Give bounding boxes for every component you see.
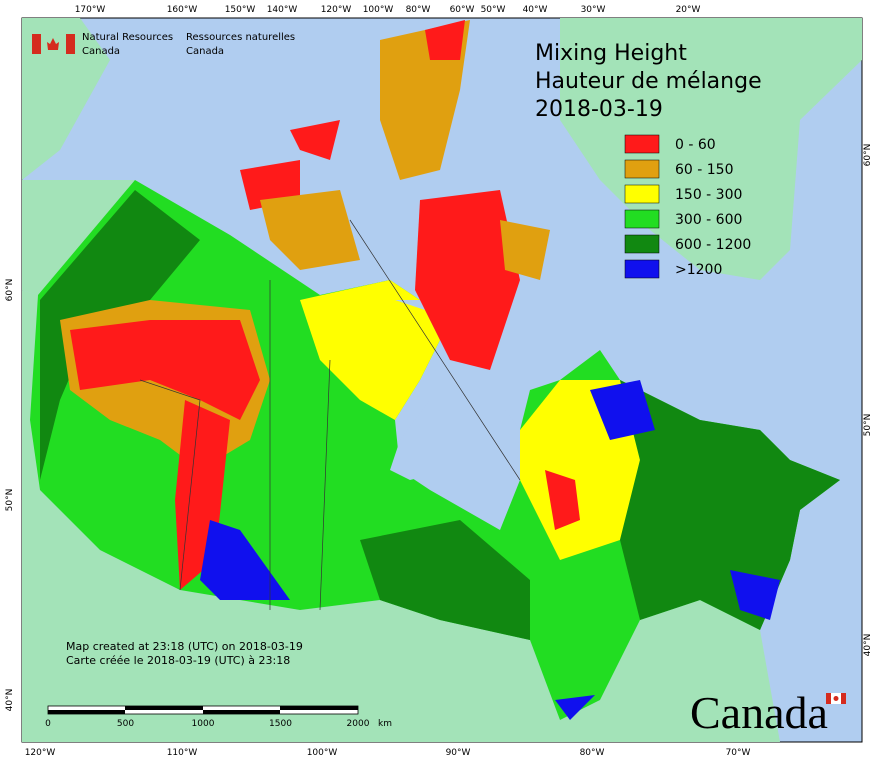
longitude-label: 140°W <box>267 5 298 15</box>
legend-label: 300 - 600 <box>675 212 742 228</box>
zone-blue-prairie <box>200 520 290 600</box>
legend-swatch <box>624 209 660 229</box>
legend-swatch <box>624 234 660 254</box>
zone-yellow-north <box>300 280 440 420</box>
arctic-island <box>260 190 360 270</box>
logo-text: Ressources naturelles <box>186 32 295 43</box>
legend-label: 600 - 1200 <box>675 237 751 253</box>
scale-bar-segment <box>125 706 203 710</box>
logo-text: Canada <box>82 46 120 57</box>
scale-unit: km <box>378 719 392 729</box>
logo-leaf <box>47 38 59 50</box>
legend-label: >1200 <box>675 262 722 278</box>
longitude-label: 170°W <box>75 5 106 15</box>
latitude-label: 40°N <box>5 689 15 712</box>
note: Carte créée le 2018-03-19 (UTC) à 23:18 <box>66 654 290 667</box>
arctic-island <box>290 120 340 160</box>
scale-label: 1500 <box>269 719 292 729</box>
arctic-island <box>500 220 550 280</box>
zone-blue-ontario <box>555 695 595 720</box>
longitude-label: 100°W <box>307 748 338 758</box>
logo-flag <box>66 34 75 54</box>
latitude-label: 50°N <box>863 414 873 437</box>
zone-blue-maritimes <box>730 570 780 620</box>
longitude-label: 160°W <box>167 5 198 15</box>
longitude-label: 80°W <box>406 5 431 15</box>
usa <box>22 290 780 742</box>
latitude-label: 50°N <box>5 489 15 512</box>
scale-label: 500 <box>117 719 134 729</box>
wordmark: Canada <box>690 687 828 738</box>
legend-swatch <box>624 134 660 154</box>
longitude-label: 120°W <box>25 748 56 758</box>
logo-text: Canada <box>186 46 224 57</box>
longitude-label: 20°W <box>676 5 701 15</box>
longitude-label: 90°W <box>446 748 471 758</box>
alaska <box>22 180 135 295</box>
arctic-island <box>425 20 465 60</box>
scale-label: 2000 <box>347 719 370 729</box>
longitude-label: 110°W <box>167 748 198 758</box>
hudson-bay <box>390 300 520 510</box>
latitude-label: 60°N <box>5 279 15 302</box>
longitude-label: 120°W <box>321 5 352 15</box>
scale-label: 0 <box>45 719 51 729</box>
title: Mixing Height <box>535 41 687 66</box>
legend-swatch <box>624 159 660 179</box>
legend-swatch <box>624 259 660 279</box>
longitude-label: 150°W <box>225 5 256 15</box>
logo-flag <box>32 34 41 54</box>
boundary <box>139 219 521 611</box>
siberia <box>22 18 110 180</box>
latitude-label: 40°N <box>863 634 873 657</box>
note: Map created at 23:18 (UTC) on 2018-03-19 <box>66 640 303 653</box>
longitude-label: 30°W <box>581 5 606 15</box>
zone-dark-labrador <box>620 380 840 630</box>
scale-label: 1000 <box>192 719 215 729</box>
scale-bar-segment <box>280 706 358 710</box>
legend-label: 60 - 150 <box>675 162 734 178</box>
longitude-label: 40°W <box>523 5 548 15</box>
zone-red <box>70 320 260 420</box>
zone-red-quebec <box>545 470 580 530</box>
baffin-island <box>415 190 520 370</box>
longitude-label: 80°W <box>580 748 605 758</box>
longitude-label: 60°W <box>450 5 475 15</box>
logo-text: Natural Resources <box>82 32 173 43</box>
title-date: 2018-03-19 <box>535 97 663 122</box>
wordmark-leaf <box>833 696 839 701</box>
title: Hauteur de mélange <box>535 69 762 94</box>
zone-dark-east <box>360 520 530 640</box>
zone-blue-labrador <box>590 380 655 440</box>
legend-label: 0 - 60 <box>675 137 716 153</box>
scale-bar-segment <box>48 710 125 714</box>
latitude-label: 60°N <box>863 144 873 167</box>
zone-west <box>40 190 200 480</box>
longitude-label: 70°W <box>726 748 751 758</box>
legend-swatch <box>624 184 660 204</box>
scale-bar-segment <box>203 710 280 714</box>
longitude-label: 50°W <box>481 5 506 15</box>
longitude-label: 100°W <box>363 5 394 15</box>
legend-label: 150 - 300 <box>675 187 742 203</box>
